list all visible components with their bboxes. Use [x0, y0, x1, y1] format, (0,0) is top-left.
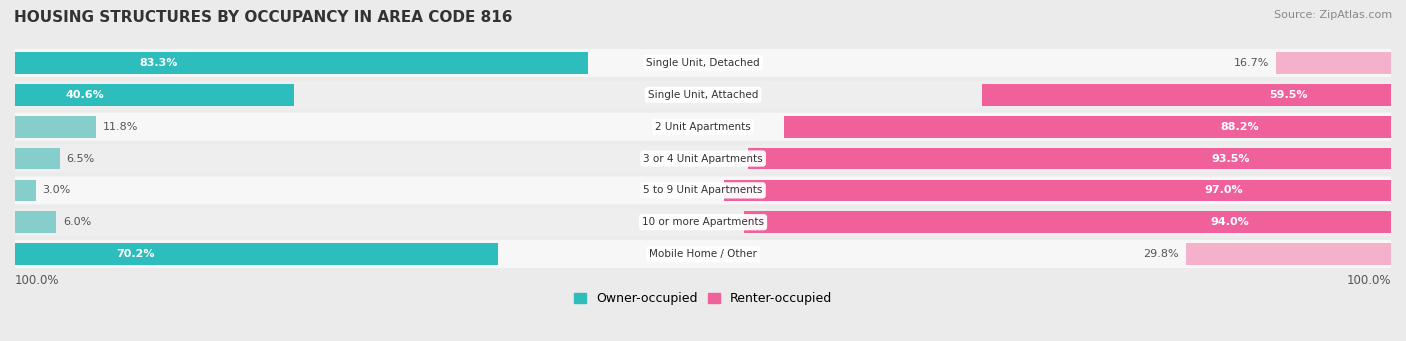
- Text: 29.8%: 29.8%: [1143, 249, 1180, 259]
- Text: 40.6%: 40.6%: [66, 90, 104, 100]
- Text: 97.0%: 97.0%: [1205, 186, 1243, 195]
- Text: 59.5%: 59.5%: [1270, 90, 1308, 100]
- Text: 100.0%: 100.0%: [15, 274, 59, 287]
- FancyBboxPatch shape: [15, 240, 1391, 268]
- Text: 83.3%: 83.3%: [139, 58, 177, 68]
- Text: 5 to 9 Unit Apartments: 5 to 9 Unit Apartments: [644, 186, 762, 195]
- Text: 3.0%: 3.0%: [42, 186, 70, 195]
- Bar: [1187, 243, 1391, 265]
- Bar: [15, 180, 35, 201]
- Text: 94.0%: 94.0%: [1211, 217, 1249, 227]
- Bar: [15, 148, 59, 169]
- Bar: [981, 84, 1391, 106]
- Text: 2 Unit Apartments: 2 Unit Apartments: [655, 122, 751, 132]
- Bar: [724, 180, 1391, 201]
- Bar: [748, 148, 1391, 169]
- Text: Single Unit, Detached: Single Unit, Detached: [647, 58, 759, 68]
- Bar: [785, 116, 1391, 137]
- Text: 11.8%: 11.8%: [103, 122, 138, 132]
- Bar: [15, 116, 96, 137]
- Text: 6.0%: 6.0%: [63, 217, 91, 227]
- FancyBboxPatch shape: [15, 81, 1391, 109]
- Text: 6.5%: 6.5%: [66, 153, 94, 164]
- Bar: [15, 211, 56, 233]
- FancyBboxPatch shape: [15, 208, 1391, 236]
- Text: 3 or 4 Unit Apartments: 3 or 4 Unit Apartments: [643, 153, 763, 164]
- FancyBboxPatch shape: [15, 176, 1391, 204]
- Text: HOUSING STRUCTURES BY OCCUPANCY IN AREA CODE 816: HOUSING STRUCTURES BY OCCUPANCY IN AREA …: [14, 10, 513, 25]
- Text: Single Unit, Attached: Single Unit, Attached: [648, 90, 758, 100]
- Bar: [15, 243, 498, 265]
- Bar: [15, 52, 588, 74]
- Legend: Owner-occupied, Renter-occupied: Owner-occupied, Renter-occupied: [568, 287, 838, 310]
- FancyBboxPatch shape: [15, 113, 1391, 141]
- Text: 100.0%: 100.0%: [1347, 274, 1391, 287]
- Text: 10 or more Apartments: 10 or more Apartments: [643, 217, 763, 227]
- Text: 93.5%: 93.5%: [1211, 153, 1250, 164]
- FancyBboxPatch shape: [15, 49, 1391, 77]
- FancyBboxPatch shape: [15, 145, 1391, 173]
- Text: Mobile Home / Other: Mobile Home / Other: [650, 249, 756, 259]
- Text: 70.2%: 70.2%: [117, 249, 155, 259]
- Text: 88.2%: 88.2%: [1220, 122, 1258, 132]
- Bar: [744, 211, 1391, 233]
- Text: Source: ZipAtlas.com: Source: ZipAtlas.com: [1274, 10, 1392, 20]
- Bar: [15, 84, 294, 106]
- Text: 16.7%: 16.7%: [1234, 58, 1270, 68]
- Bar: [1277, 52, 1391, 74]
